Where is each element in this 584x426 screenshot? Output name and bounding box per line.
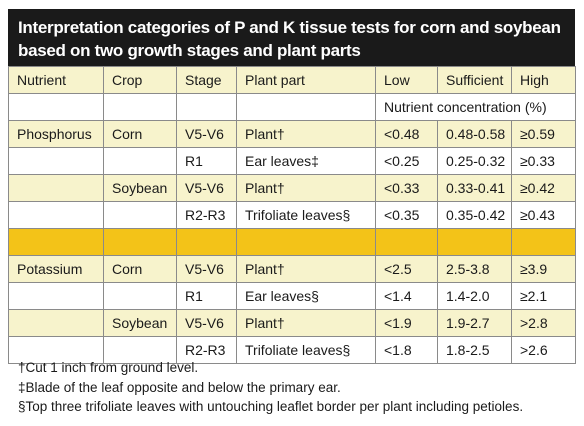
- cell-low: <1.4: [375, 282, 438, 310]
- cell-stage: V5-V6: [176, 255, 237, 283]
- table-row: Soybean V5-V6 Plant† <0.33 0.33-0.41 ≥0.42: [8, 174, 576, 202]
- cell-low: <0.33: [375, 174, 438, 202]
- table-title: Interpretation categories of P and K tis…: [8, 9, 575, 66]
- units-row: Nutrient concentration (%): [8, 93, 576, 121]
- cell-nutrient: [8, 147, 104, 175]
- cell-high: ≥0.59: [511, 120, 576, 148]
- cell-crop: [103, 201, 177, 229]
- separator-row: [8, 228, 576, 256]
- cell-low: <1.9: [375, 309, 438, 337]
- cell-nutrient: [8, 201, 104, 229]
- cell-low: <2.5: [375, 255, 438, 283]
- cell-plant-part: Plant†: [236, 309, 376, 337]
- table-row: R2-R3 Trifoliate leaves§ <1.8 1.8-2.5 >2.6: [8, 336, 576, 364]
- cell-sufficient: 2.5-3.8: [437, 255, 512, 283]
- cell-stage: V5-V6: [176, 174, 237, 202]
- table-row: R1 Ear leaves§ <1.4 1.4-2.0 ≥2.1: [8, 282, 576, 310]
- footnote: §Top three trifoliate leaves with untouc…: [18, 399, 524, 414]
- cell-crop: Corn: [103, 255, 177, 283]
- title-line-1: Interpretation categories of P and K tis…: [18, 18, 561, 37]
- cell-sufficient: 1.4-2.0: [437, 282, 512, 310]
- header-high: High: [511, 66, 576, 94]
- cell-stage: R1: [176, 147, 237, 175]
- cell-nutrient: [8, 174, 104, 202]
- footnote: †Cut 1 inch from ground level.: [18, 360, 199, 375]
- header-stage: Stage: [176, 66, 237, 94]
- cell-high: ≥2.1: [511, 282, 576, 310]
- cell-stage: R1: [176, 282, 237, 310]
- cell-nutrient: [8, 309, 104, 337]
- cell-sufficient: 0.35-0.42: [437, 201, 512, 229]
- potassium-group: Potassium Corn V5-V6 Plant† <2.5 2.5-3.8 ≥3.9 R…: [8, 255, 576, 364]
- cell-nutrient: Phosphorus: [8, 120, 104, 148]
- header-row: Nutrient Crop Stage Plant part Low Suffi…: [8, 66, 576, 94]
- cell-stage: R2-R3: [176, 336, 237, 364]
- header-crop: Crop: [103, 66, 177, 94]
- units-blank: [8, 93, 104, 121]
- cell-plant-part: Ear leaves§: [236, 282, 376, 310]
- units-label: Nutrient concentration (%): [375, 93, 576, 121]
- table-row: R1 Ear leaves‡ <0.25 0.25-0.32 ≥0.33: [8, 147, 576, 175]
- table-row: R2-R3 Trifoliate leaves§ <0.35 0.35-0.42 ≥0.…: [8, 201, 576, 229]
- cell-stage: V5-V6: [176, 120, 237, 148]
- units-blank: [236, 93, 376, 121]
- cell-high: ≥0.33: [511, 147, 576, 175]
- cell-plant-part: Plant†: [236, 174, 376, 202]
- header-nutrient: Nutrient: [8, 66, 104, 94]
- cell-plant-part: Trifoliate leaves§: [236, 201, 376, 229]
- cell-sufficient: 0.25-0.32: [437, 147, 512, 175]
- units-blank: [103, 93, 177, 121]
- cell-crop: [103, 147, 177, 175]
- cell-plant-part: Ear leaves‡: [236, 147, 376, 175]
- table-row: Potassium Corn V5-V6 Plant† <2.5 2.5-3.8 ≥3.9: [8, 255, 576, 283]
- cell-low: <0.25: [375, 147, 438, 175]
- cell-nutrient: Potassium: [8, 255, 104, 283]
- cell-high: ≥0.42: [511, 174, 576, 202]
- cell-low: <0.48: [375, 120, 438, 148]
- units-blank: [176, 93, 237, 121]
- cell-crop: [103, 282, 177, 310]
- cell-nutrient: [8, 336, 104, 364]
- cell-plant-part: Plant†: [236, 255, 376, 283]
- cell-sufficient: 0.48-0.58: [437, 120, 512, 148]
- cell-low: <1.8: [375, 336, 438, 364]
- cell-crop: [103, 336, 177, 364]
- cell-nutrient: [8, 282, 104, 310]
- cell-sufficient: 1.8-2.5: [437, 336, 512, 364]
- cell-high: >2.6: [511, 336, 576, 364]
- cell-crop: Soybean: [103, 174, 177, 202]
- cell-crop: Corn: [103, 120, 177, 148]
- title-line-2: based on two growth stages and plant par…: [18, 41, 361, 60]
- header-low: Low: [375, 66, 438, 94]
- cell-plant-part: Plant†: [236, 120, 376, 148]
- cell-sufficient: 1.9-2.7: [437, 309, 512, 337]
- cell-low: <0.35: [375, 201, 438, 229]
- cell-high: ≥3.9: [511, 255, 576, 283]
- header-sufficient: Sufficient: [437, 66, 512, 94]
- cell-crop: Soybean: [103, 309, 177, 337]
- cell-sufficient: 0.33-0.41: [437, 174, 512, 202]
- header-plant-part: Plant part: [236, 66, 376, 94]
- tissue-test-table: Nutrient Crop Stage Plant part Low Suffi…: [8, 66, 576, 364]
- table-row: Phosphorus Corn V5-V6 Plant† <0.48 0.48-0.58 ≥…: [8, 120, 576, 148]
- cell-stage: V5-V6: [176, 309, 237, 337]
- phosphorus-group: Phosphorus Corn V5-V6 Plant† <0.48 0.48-0.58 ≥…: [8, 120, 576, 229]
- footnotes: †Cut 1 inch from ground level. ‡Blade of…: [18, 358, 578, 417]
- footnote: ‡Blade of the leaf opposite and below th…: [18, 379, 341, 395]
- table-row: Soybean V5-V6 Plant† <1.9 1.9-2.7 >2.8: [8, 309, 576, 337]
- cell-high: ≥0.43: [511, 201, 576, 229]
- cell-high: >2.8: [511, 309, 576, 337]
- cell-plant-part: Trifoliate leaves§: [236, 336, 376, 364]
- cell-stage: R2-R3: [176, 201, 237, 229]
